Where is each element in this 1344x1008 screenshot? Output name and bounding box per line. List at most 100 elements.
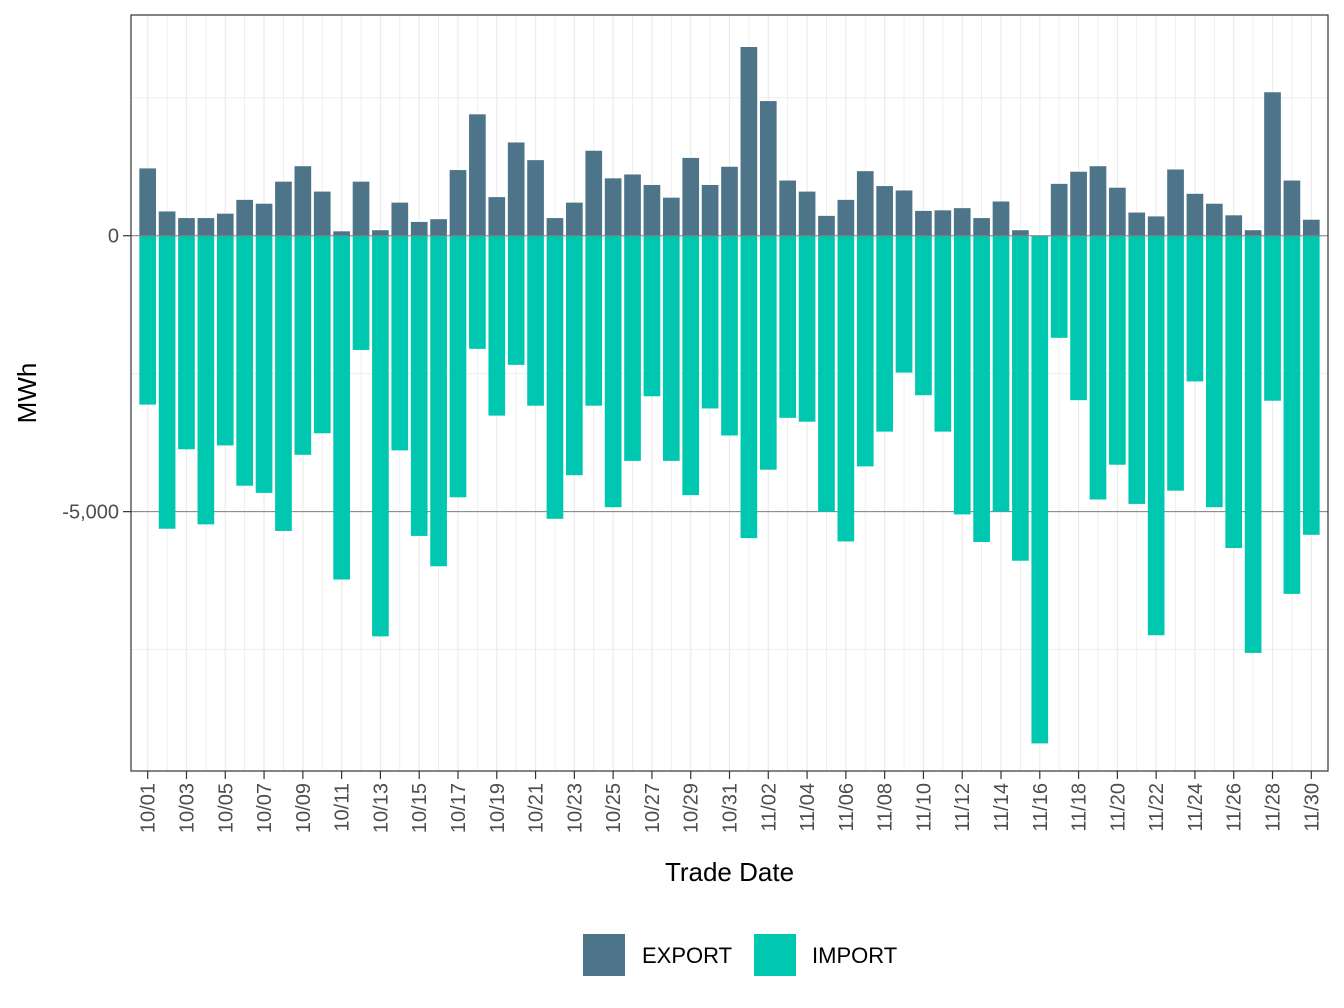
bar-export <box>527 160 544 236</box>
bar-export <box>197 218 215 236</box>
bar-export <box>1167 169 1184 236</box>
bar-export <box>469 114 486 236</box>
bar-import <box>313 235 331 434</box>
bar-export <box>566 202 583 236</box>
bar-export <box>643 184 661 236</box>
bar-import <box>798 235 816 422</box>
bar-export <box>973 218 990 236</box>
bar-import <box>779 235 797 418</box>
bar-import <box>1012 235 1029 561</box>
x-tick-label: 11/10 <box>913 783 935 832</box>
x-tick-label: 11/04 <box>797 783 819 832</box>
y-tick-label: 0 <box>108 226 119 248</box>
bar-export <box>856 171 874 236</box>
x-tick-label: 10/09 <box>293 783 315 833</box>
x-tick-label: 10/03 <box>176 783 198 833</box>
bar-import <box>178 235 195 450</box>
bar-export <box>992 201 1010 236</box>
bar-export <box>721 166 738 236</box>
x-tick-label: 11/24 <box>1185 783 1207 832</box>
bar-export <box>449 170 467 236</box>
bar-export <box>488 197 506 236</box>
bar-import <box>430 235 447 567</box>
x-tick-label: 11/28 <box>1263 783 1285 832</box>
bar-export <box>294 166 312 236</box>
bar-export <box>1128 212 1146 236</box>
bar-export <box>818 215 835 236</box>
bar-export <box>1012 230 1029 236</box>
bar-import <box>662 235 680 461</box>
x-axis-title: Trade Date <box>665 857 794 887</box>
bar-export <box>624 174 641 236</box>
x-tick-label: 10/07 <box>254 783 276 833</box>
bar-export <box>798 191 816 236</box>
bar-import <box>856 235 874 467</box>
bar-import <box>216 235 234 446</box>
x-tick-label: 11/08 <box>875 783 897 832</box>
legend-key-import <box>754 934 796 976</box>
bar-import <box>701 235 719 409</box>
bar-import <box>139 235 157 405</box>
bar-export <box>333 231 350 236</box>
bar-export <box>1205 203 1223 236</box>
bar-import <box>236 235 254 486</box>
bar-import <box>1109 235 1126 465</box>
bar-export <box>759 101 777 236</box>
bar-import <box>1031 235 1049 744</box>
bar-export <box>410 221 428 236</box>
x-tick-label: 11/18 <box>1069 783 1091 832</box>
bar-export <box>507 142 525 236</box>
bar-export <box>1147 216 1165 236</box>
bar-import <box>624 235 641 461</box>
x-tick-label: 10/13 <box>370 783 392 833</box>
bar-import <box>1264 235 1281 401</box>
bar-import <box>1244 235 1262 653</box>
bar-export <box>391 202 409 236</box>
bar-export <box>779 180 797 236</box>
x-tick-label: 11/16 <box>1030 783 1052 832</box>
y-axis-ticks: 0 -5,000 <box>62 226 131 524</box>
bar-export <box>1050 183 1068 236</box>
legend: EXPORT IMPORT <box>583 934 897 976</box>
bar-import <box>1167 235 1184 491</box>
x-tick-label: 10/17 <box>448 783 470 833</box>
bar-import <box>1050 235 1068 338</box>
bar-export <box>934 210 952 236</box>
bar-export <box>216 213 234 236</box>
bar-import <box>197 235 215 525</box>
bar-import <box>372 235 389 637</box>
bar-import <box>1225 235 1243 549</box>
legend-label-export: EXPORT <box>642 943 732 968</box>
bar-import <box>410 235 428 536</box>
bar-import <box>391 235 409 451</box>
bar-import <box>740 235 758 539</box>
bar-export <box>876 186 893 236</box>
bar-export <box>1109 187 1126 236</box>
bar-export <box>1225 215 1243 236</box>
bar-import <box>895 235 913 373</box>
bar-import <box>1205 235 1223 508</box>
bar-import <box>992 235 1010 512</box>
x-tick-label: 10/01 <box>138 783 160 833</box>
bar-import <box>158 235 176 529</box>
bar-import <box>507 235 525 365</box>
bar-import <box>1147 235 1165 636</box>
bar-export <box>372 230 389 236</box>
bar-import <box>934 235 952 432</box>
bar-import <box>837 235 855 542</box>
x-tick-label: 10/29 <box>681 783 703 833</box>
bar-export <box>915 210 932 236</box>
x-tick-label: 10/27 <box>642 783 664 833</box>
bar-import <box>1128 235 1146 504</box>
bar-export <box>255 203 273 236</box>
legend-key-export <box>583 934 625 976</box>
bar-import <box>721 235 738 436</box>
bar-import <box>759 235 777 470</box>
x-tick-label: 11/20 <box>1107 783 1129 832</box>
x-tick-label: 10/11 <box>332 783 354 832</box>
bar-import <box>818 235 835 512</box>
bar-export <box>682 157 700 236</box>
x-tick-label: 11/12 <box>952 783 974 832</box>
bar-import <box>1302 235 1320 535</box>
